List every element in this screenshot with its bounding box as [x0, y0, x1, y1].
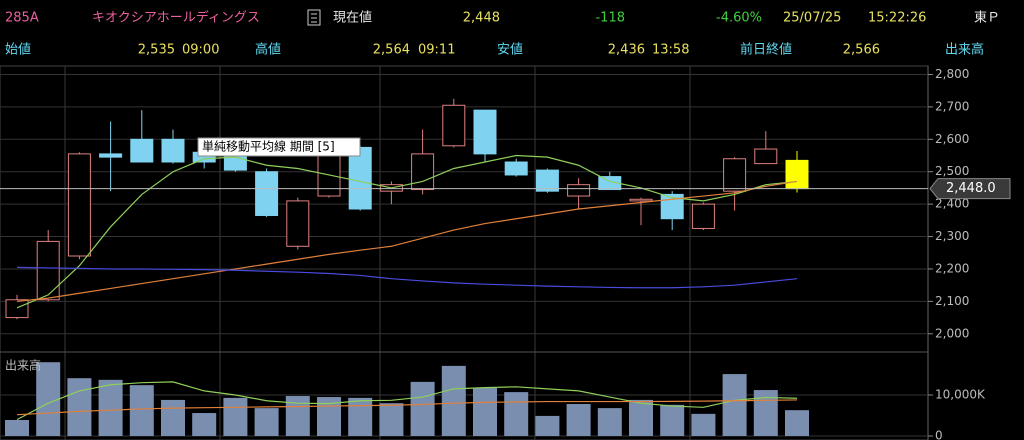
tooltip-box — [197, 137, 361, 157]
candle-body — [411, 153, 435, 191]
date: 25/07/25 — [783, 11, 841, 26]
y-tick-label: 2,700 — [935, 99, 969, 113]
value: 2,564 — [373, 43, 410, 58]
candle-body — [286, 200, 310, 247]
candle-body — [255, 171, 279, 216]
label: 安値 — [497, 42, 523, 58]
time: 15:22:26 — [868, 11, 926, 26]
value: 2,566 — [843, 43, 880, 58]
volume-average — [16, 381, 798, 421]
y-tick-label: 2,100 — [935, 294, 969, 308]
change: -118 — [595, 11, 625, 26]
candle-body — [161, 138, 185, 163]
change-pct: -4.60% — [716, 11, 762, 26]
value: 2,436 — [608, 43, 645, 58]
candle-body — [567, 184, 591, 197]
code: 285A — [5, 11, 39, 26]
volume-bar — [597, 408, 622, 436]
current: 2,448 — [463, 11, 500, 26]
candle-body — [99, 153, 123, 158]
candle-body — [660, 193, 684, 220]
label: 現在値 — [333, 10, 372, 26]
candle-body — [785, 159, 809, 190]
last-price-label: 2,448.0 — [946, 181, 996, 196]
icon[interactable] — [307, 9, 321, 26]
last-price-box — [929, 178, 1011, 200]
candle-body — [598, 176, 622, 191]
candle-body — [348, 146, 372, 210]
volume-bar — [566, 404, 591, 436]
candle-body — [130, 138, 154, 163]
volume-bar — [129, 385, 154, 436]
volume-bar — [785, 410, 809, 436]
volume-bar — [36, 362, 61, 436]
tooltip: 単純移動平均線 期間 [5] — [202, 139, 335, 154]
label: 出来高 — [945, 42, 984, 58]
y-tick-label: 2,600 — [935, 132, 969, 146]
volume-bar — [161, 399, 185, 436]
volume-bar — [410, 381, 435, 436]
candle-body — [504, 161, 528, 176]
moving-average — [16, 154, 798, 309]
y-tick-label: 2,800 — [935, 67, 969, 81]
candle-body — [317, 151, 341, 197]
volume-bar — [223, 397, 248, 436]
y-tick-label: 10,000K — [935, 388, 986, 402]
header: 285A キオクシアホールディングス 現在値 2,448 -118 -4.60%… — [5, 9, 1000, 58]
volume-bar — [5, 420, 29, 436]
time: 09:11 — [418, 43, 455, 58]
volume-bar — [67, 378, 92, 436]
volume-bar — [441, 365, 466, 436]
volume-bar — [379, 403, 404, 436]
volume-bar — [629, 399, 653, 436]
volume-bar — [691, 413, 716, 436]
volume-bar — [192, 413, 217, 436]
value: 2,535 — [138, 43, 175, 58]
time: 09:00 — [182, 43, 219, 58]
candle-body — [629, 198, 653, 202]
y-tick-label: 2,300 — [935, 229, 969, 243]
y-tick-label: 0 — [935, 429, 943, 440]
volume-bar — [348, 397, 373, 436]
volume-bar — [254, 408, 279, 436]
volume-bar — [660, 404, 685, 436]
plot: 2,000 2,100 2,200 2,300 2,400 2,500 2,600 2,700… — [0, 65, 1011, 440]
volume-bar — [473, 388, 497, 436]
candle-body — [36, 240, 60, 301]
label: 始値 — [5, 42, 31, 58]
volume-bar — [98, 379, 123, 436]
time: 13:58 — [652, 43, 689, 58]
label: 高値 — [255, 42, 281, 58]
market: 東Ｐ — [974, 10, 1000, 26]
candle-body — [535, 169, 559, 192]
volume-bar — [722, 374, 747, 436]
panel-title: 出来高 — [5, 358, 41, 373]
y-tick-label: 2,200 — [935, 261, 969, 275]
candle-body — [5, 299, 29, 319]
volume-bar — [504, 392, 529, 436]
volume-bar — [535, 415, 560, 436]
candle-body — [442, 104, 466, 147]
name: キオクシアホールディングス — [92, 10, 260, 26]
moving-average — [16, 180, 798, 302]
candle-body — [691, 203, 715, 229]
moving-average — [16, 266, 798, 289]
y-tick-label: 2,000 — [935, 326, 969, 340]
y-tick-label: 2,400 — [935, 197, 969, 211]
y-tick-label: 2,500 — [935, 164, 969, 178]
candle-body — [723, 158, 747, 192]
volume-average — [16, 399, 798, 416]
candle-body — [754, 148, 778, 165]
label: 前日終値 — [740, 42, 792, 58]
candle-body — [473, 109, 497, 155]
candle-body — [67, 153, 91, 257]
